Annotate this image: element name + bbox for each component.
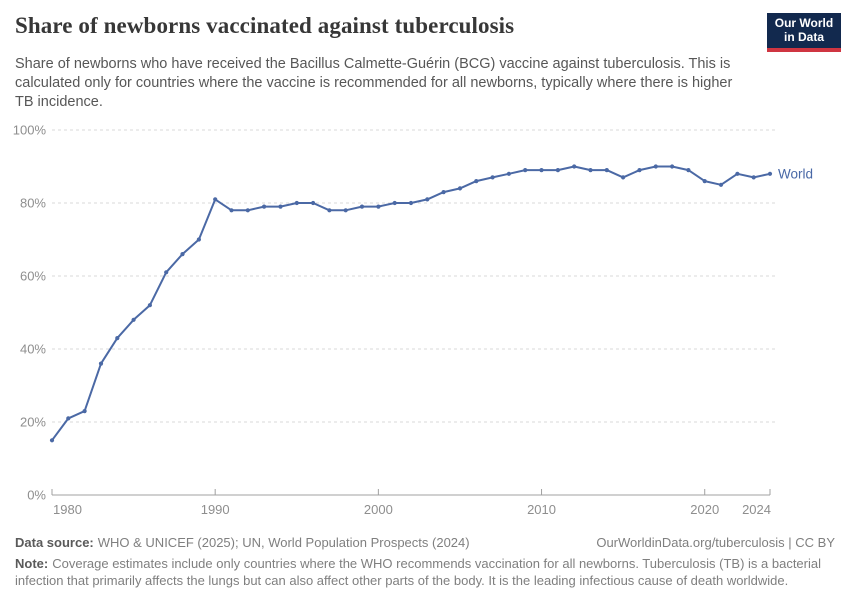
note-line: Note: Coverage estimates include only cou…: [15, 555, 835, 589]
owid-logo-red-bar: [767, 48, 841, 52]
data-point[interactable]: [539, 168, 544, 173]
data-point[interactable]: [408, 200, 414, 206]
data-point[interactable]: [670, 164, 675, 169]
data-point[interactable]: [213, 197, 218, 202]
data-point[interactable]: [49, 438, 55, 443]
owid-logo: Our World in Data: [767, 13, 841, 52]
page-title: Share of newborns vaccinated against tub…: [15, 13, 515, 38]
y-tick-label: 80%: [20, 196, 46, 211]
data-point[interactable]: [718, 182, 724, 187]
data-source-label: Data source:: [15, 535, 94, 550]
data-point[interactable]: [523, 168, 528, 173]
note-label: Note:: [15, 556, 49, 571]
data-point[interactable]: [637, 168, 642, 173]
data-point[interactable]: [180, 252, 185, 257]
data-point[interactable]: [474, 179, 479, 184]
data-point[interactable]: [555, 168, 561, 173]
y-tick-label: 0%: [27, 488, 46, 503]
data-point[interactable]: [294, 200, 299, 206]
data-point[interactable]: [588, 168, 593, 173]
y-tick-label: 40%: [20, 342, 46, 357]
data-point[interactable]: [376, 204, 381, 209]
chart-footer: Data source: WHO & UNICEF (2025); UN, Wor…: [15, 534, 835, 589]
data-point[interactable]: [735, 171, 740, 176]
data-point[interactable]: [147, 303, 152, 308]
data-point[interactable]: [82, 409, 87, 414]
data-point[interactable]: [653, 164, 658, 169]
data-point[interactable]: [164, 270, 169, 275]
data-point[interactable]: [278, 204, 283, 209]
data-point[interactable]: [604, 168, 609, 173]
owid-logo-line2: in Data: [783, 30, 824, 44]
data-point[interactable]: [115, 336, 120, 341]
chart-canvas[interactable]: 0% 20% 40% 60% 80% 100% 1980 1990 2000 2010 2020 20…: [0, 115, 850, 527]
data-point[interactable]: [327, 208, 332, 213]
data-point[interactable]: [457, 186, 463, 191]
data-point[interactable]: [262, 204, 267, 209]
data-point[interactable]: [311, 200, 316, 206]
data-point[interactable]: [392, 200, 397, 206]
data-point[interactable]: [572, 164, 577, 169]
data-point[interactable]: [66, 416, 71, 421]
data-point[interactable]: [686, 168, 691, 173]
y-tick-label: 20%: [20, 415, 46, 430]
chart-area[interactable]: 0% 20% 40% 60% 80% 100% 1980 1990 2000 2010 2020 20…: [0, 115, 850, 527]
data-point[interactable]: [767, 171, 773, 176]
series-label-world[interactable]: World: [778, 166, 813, 181]
data-point[interactable]: [229, 208, 234, 213]
x-tick-label: 2010: [527, 502, 556, 517]
x-tick-label: 2000: [364, 502, 393, 517]
data-point[interactable]: [343, 208, 348, 213]
x-tick-label: 1990: [201, 502, 230, 517]
owid-logo-line1: Our World: [774, 16, 834, 30]
data-point[interactable]: [359, 204, 365, 209]
note-text: Coverage estimates include only countrie…: [15, 556, 821, 588]
x-tick-label: 1980: [53, 502, 82, 517]
data-point[interactable]: [245, 208, 250, 213]
chart-subtitle: Share of newborns who have received the …: [15, 56, 733, 110]
data-point[interactable]: [425, 197, 430, 202]
x-tick-label: 2024: [742, 502, 771, 517]
owid-logo-box: Our World in Data: [767, 13, 841, 48]
data-source-line: Data source: WHO & UNICEF (2025); UN, Wor…: [15, 534, 470, 551]
data-point[interactable]: [506, 171, 511, 176]
y-tick-label: 60%: [20, 269, 46, 284]
data-point[interactable]: [702, 179, 707, 184]
x-tick-label: 2020: [690, 502, 719, 517]
owid-cc-link[interactable]: OurWorldinData.org/tuberculosis | CC BY: [596, 535, 835, 550]
world-line[interactable]: [51, 165, 771, 442]
data-point[interactable]: [196, 237, 201, 242]
data-point[interactable]: [621, 175, 626, 180]
data-point[interactable]: [441, 190, 446, 195]
data-point[interactable]: [490, 175, 495, 180]
data-point[interactable]: [98, 361, 104, 366]
data-source-text: WHO & UNICEF (2025); UN, World Populatio…: [97, 535, 470, 550]
y-tick-label: 100%: [13, 123, 47, 138]
data-point[interactable]: [131, 317, 136, 322]
data-point[interactable]: [751, 175, 756, 180]
